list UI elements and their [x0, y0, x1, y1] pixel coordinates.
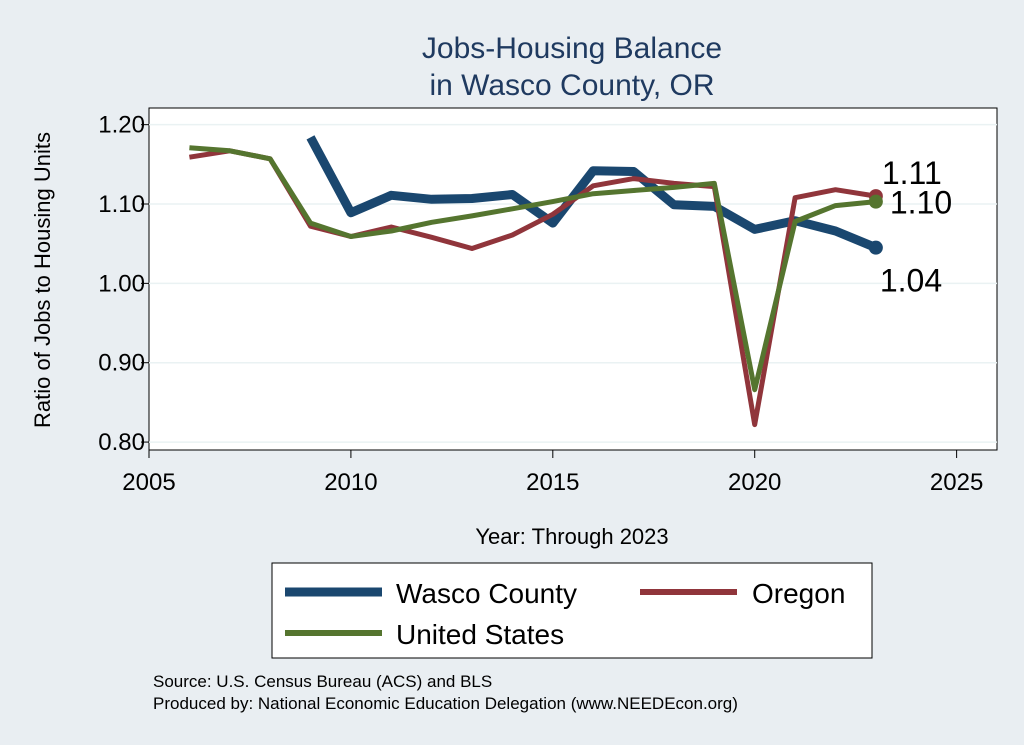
y-tick-label: 1.10	[98, 191, 145, 218]
y-tick-label: 1.20	[98, 112, 145, 139]
x-axis-label: Year: Through 2023	[475, 524, 668, 549]
end-labels: 1.04 1.111.10	[880, 155, 952, 299]
x-tick-label: 2010	[324, 469, 377, 496]
x-tick-label: 2025	[930, 469, 983, 496]
legend-label-wasco-county: Wasco County	[396, 578, 577, 609]
y-tick-label: 1.00	[98, 270, 145, 297]
y-axis: 0.80 0.90 1.00 1.10 1.20	[98, 112, 149, 456]
plot-area	[148, 107, 998, 451]
legend-label-oregon: Oregon	[752, 578, 845, 609]
chart-title-line-1: Jobs-Housing Balance	[422, 32, 722, 65]
chart-title-line-2: in Wasco County, OR	[429, 69, 714, 102]
source-note: Source: U.S. Census Bureau (ACS) and BLS	[153, 672, 492, 691]
x-tick-label: 2020	[728, 469, 781, 496]
end-label-united-states: 1.10	[890, 185, 952, 221]
x-tick-label: 2015	[526, 469, 579, 496]
legend-label-united-states: United States	[396, 619, 564, 650]
y-tick-label: 0.80	[98, 429, 145, 456]
y-axis-label: Ratio of Jobs to Housing Units	[30, 132, 55, 428]
end-markers	[868, 189, 883, 255]
end-marker-wasco-county	[868, 240, 883, 255]
producer-note: Produced by: National Economic Education…	[153, 694, 738, 713]
end-marker-united-states	[868, 194, 883, 209]
x-axis: 2005 2010 2015 2020 2025	[122, 450, 983, 496]
legend-box	[271, 562, 873, 659]
end-label-wasco-county: 1.04	[880, 263, 942, 299]
legend: Wasco County Oregon United States	[271, 562, 873, 659]
series-line-wasco-county	[306, 135, 878, 252]
series-lines	[189, 135, 878, 428]
y-tick-label: 0.90	[98, 350, 145, 377]
end-label-oregon: 1.11	[882, 155, 942, 191]
series-line-united-states	[189, 145, 877, 393]
x-tick-label: 2005	[122, 469, 175, 496]
